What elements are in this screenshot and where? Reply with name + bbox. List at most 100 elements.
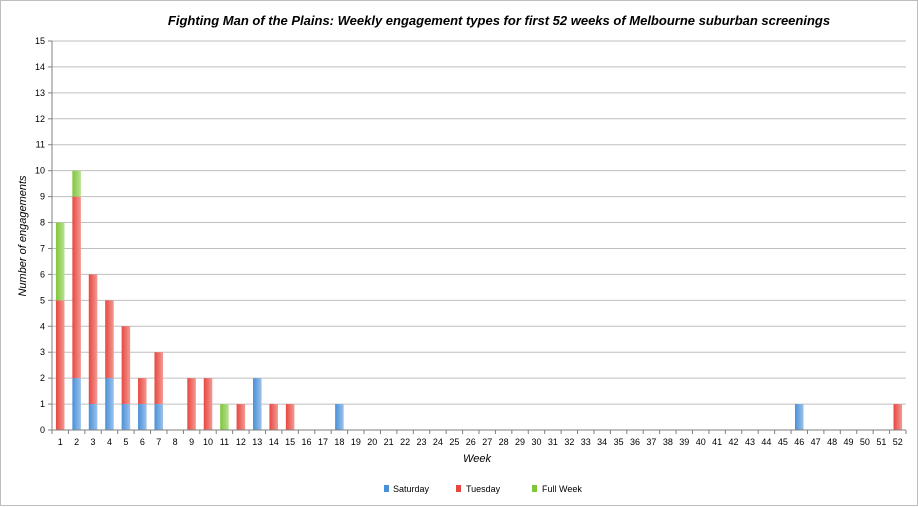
- bar-tuesday-week-52: [893, 404, 903, 430]
- bar-full-week-week-11: [220, 404, 229, 430]
- y-axis-title: Number of engagements: [17, 175, 29, 297]
- x-tick-label: 36: [630, 437, 640, 447]
- y-tick-label: 8: [40, 218, 45, 228]
- x-tick-label: 19: [351, 437, 361, 447]
- bar-tuesday-week-5: [121, 326, 131, 405]
- legend: Saturday Tuesday Full Week: [384, 484, 582, 494]
- x-tick-label: 11: [220, 437, 229, 447]
- x-tick-label: 39: [679, 437, 689, 447]
- y-tick-label: 12: [35, 114, 45, 124]
- x-tick-label: 6: [140, 437, 145, 447]
- bar-tuesday-week-7: [154, 352, 164, 405]
- x-tick-label: 3: [91, 437, 96, 447]
- chart-title: Fighting Man of the Plains: Weekly engag…: [168, 13, 830, 28]
- y-tick-label: 6: [40, 269, 45, 279]
- y-tick-label: 15: [35, 36, 45, 46]
- y-tick-label: 14: [35, 62, 45, 72]
- x-tick-label: 42: [729, 437, 739, 447]
- x-tick-label: 5: [123, 437, 128, 447]
- x-tick-label: 43: [745, 437, 755, 447]
- x-tick-label: 10: [203, 437, 213, 447]
- x-tick-label: 40: [696, 437, 706, 447]
- x-tick-label: 52: [893, 437, 903, 447]
- bar-tuesday-week-9: [187, 378, 196, 430]
- bar-tuesday-week-2: [72, 196, 81, 379]
- y-tick-label: 11: [36, 140, 45, 150]
- x-tick-label: 17: [318, 437, 328, 447]
- x-tick-label: 4: [107, 437, 112, 447]
- x-tick-label: 38: [663, 437, 673, 447]
- bar-tuesday-week-14: [269, 404, 278, 430]
- x-tick-label: 2: [74, 437, 79, 447]
- bar-saturday-week-13: [253, 378, 262, 430]
- x-tick-label: 41: [712, 437, 722, 447]
- x-tick-label: 32: [564, 437, 574, 447]
- x-tick-label: 27: [482, 437, 492, 447]
- bar-saturday-week-4: [105, 378, 114, 430]
- x-tick-label: 21: [384, 437, 394, 447]
- x-tick-label: 37: [646, 437, 656, 447]
- x-tick-label: 47: [811, 437, 821, 447]
- bar-tuesday-week-10: [203, 378, 213, 430]
- legend-label-saturday: Saturday: [393, 484, 430, 494]
- bar-tuesday-week-12: [236, 404, 246, 430]
- x-tick-label: 20: [367, 437, 377, 447]
- y-tick-label: 7: [40, 243, 45, 253]
- x-tick-label: 15: [285, 437, 295, 447]
- x-tick-label: 1: [58, 437, 63, 447]
- x-tick-label: 24: [433, 437, 443, 447]
- bar-tuesday-week-1: [55, 300, 65, 430]
- legend-label-tuesday: Tuesday: [466, 484, 501, 494]
- x-tick-label: 13: [252, 437, 262, 447]
- x-tick-label: 51: [876, 437, 886, 447]
- x-axis-title: Week: [463, 453, 491, 465]
- x-tick-label: 30: [531, 437, 541, 447]
- x-tick-label: 23: [417, 437, 427, 447]
- y-tick-label: 1: [40, 399, 45, 409]
- x-tick-label: 28: [499, 437, 509, 447]
- bar-saturday-week-2: [72, 378, 81, 430]
- x-tick-label: 12: [236, 437, 246, 447]
- x-tick-label: 45: [778, 437, 788, 447]
- x-tick-labels: 1 2 3 4 5 6 7 8 9 10 11 12 13 14 15 16 17 18 19 20 21 22 23 24 2…: [58, 437, 903, 447]
- y-tick-label: 9: [40, 192, 45, 202]
- x-tick-label: 49: [844, 437, 854, 447]
- bars: [55, 170, 903, 430]
- y-tick-label: 3: [40, 347, 45, 357]
- bar-saturday-week-18: [335, 404, 344, 430]
- axes: [48, 40, 907, 434]
- x-tick-label: 46: [794, 437, 804, 447]
- x-tick-label: 34: [597, 437, 607, 447]
- x-tick-label: 33: [581, 437, 591, 447]
- x-tick-label: 16: [302, 437, 312, 447]
- bar-saturday-week-5: [121, 404, 131, 430]
- y-tick-label: 10: [35, 166, 45, 176]
- x-tick-label: 31: [548, 437, 558, 447]
- bar-full-week-week-2: [72, 170, 81, 197]
- legend-swatch-tuesday: [456, 485, 461, 492]
- y-tick-label: 13: [35, 88, 45, 98]
- bar-tuesday-week-6: [138, 378, 147, 405]
- y-tick-label: 4: [40, 321, 45, 331]
- gridlines: [52, 40, 906, 405]
- x-tick-label: 29: [515, 437, 525, 447]
- bar-full-week-week-1: [55, 222, 65, 301]
- x-tick-label: 48: [827, 437, 837, 447]
- x-tick-label: 26: [466, 437, 476, 447]
- y-tick-label: 0: [40, 425, 45, 435]
- x-tick-label: 8: [173, 437, 178, 447]
- bar-saturday-week-7: [154, 404, 164, 430]
- bar-saturday-week-6: [138, 404, 147, 430]
- x-tick-label: 18: [334, 437, 344, 447]
- legend-swatch-full-week: [532, 485, 537, 492]
- x-tick-label: 22: [400, 437, 410, 447]
- x-tick-label: 25: [449, 437, 459, 447]
- bar-tuesday-week-3: [88, 274, 98, 405]
- bar-tuesday-week-15: [285, 404, 295, 430]
- x-tick-label: 50: [860, 437, 870, 447]
- x-tick-label: 9: [189, 437, 194, 447]
- bar-saturday-week-46: [794, 404, 804, 430]
